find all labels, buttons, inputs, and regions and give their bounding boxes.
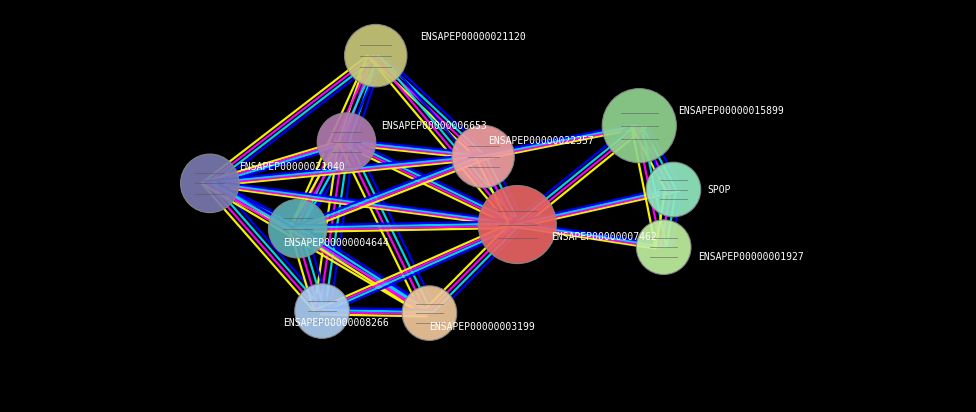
Text: ENSAPEP00000006653: ENSAPEP00000006653 [381, 121, 486, 131]
Text: ENSAPEP00000008266: ENSAPEP00000008266 [283, 318, 388, 328]
Ellipse shape [402, 286, 457, 340]
Ellipse shape [345, 24, 407, 87]
Ellipse shape [602, 89, 676, 163]
Ellipse shape [317, 113, 376, 171]
Text: ENSAPEP00000007462: ENSAPEP00000007462 [551, 232, 657, 242]
Ellipse shape [478, 185, 556, 264]
Text: ENSAPEP00000022357: ENSAPEP00000022357 [488, 136, 593, 146]
Text: ENSAPEP00000001927: ENSAPEP00000001927 [698, 253, 803, 262]
Text: ENSAPEP00000015899: ENSAPEP00000015899 [678, 106, 784, 116]
Ellipse shape [636, 220, 691, 274]
Ellipse shape [181, 154, 239, 213]
Ellipse shape [452, 125, 514, 188]
Text: ENSAPEP00000021040: ENSAPEP00000021040 [239, 162, 345, 172]
Ellipse shape [268, 199, 327, 258]
Ellipse shape [295, 284, 349, 338]
Text: SPOP: SPOP [708, 185, 731, 194]
Text: ENSAPEP00000021120: ENSAPEP00000021120 [420, 32, 525, 42]
Ellipse shape [646, 162, 701, 217]
Text: ENSAPEP00000004644: ENSAPEP00000004644 [283, 238, 388, 248]
Text: ENSAPEP00000003199: ENSAPEP00000003199 [429, 322, 535, 332]
